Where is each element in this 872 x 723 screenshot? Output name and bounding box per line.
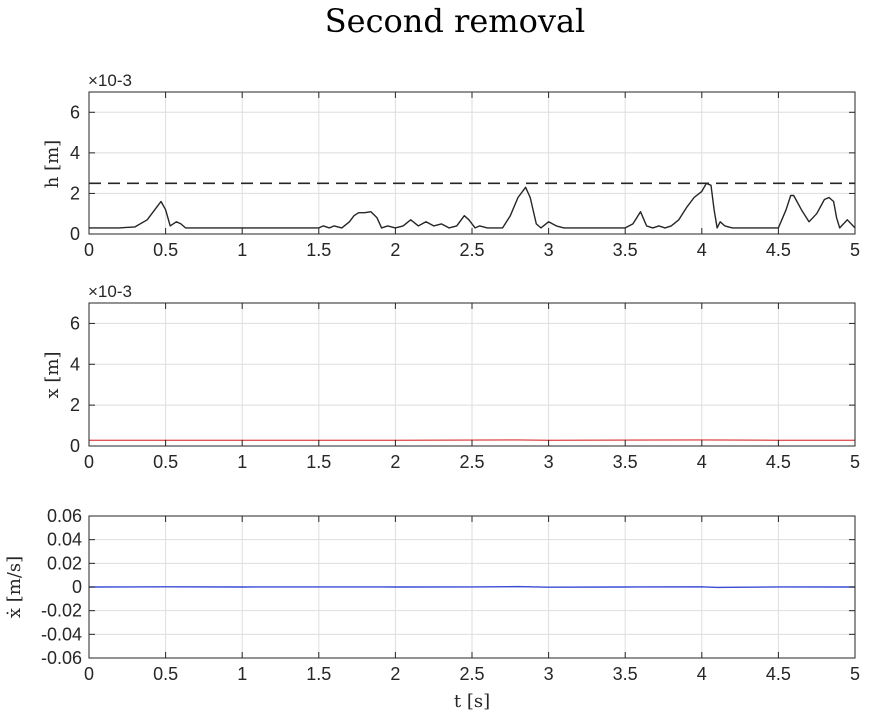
- h-x-tick-label: 2: [390, 240, 400, 260]
- xdot-x-tick-label: 2: [390, 664, 400, 684]
- x-y-tick-label: 4: [70, 354, 80, 374]
- x-x-tick-label: 3: [544, 452, 554, 472]
- xdot-x-tick-label: 4: [697, 664, 707, 684]
- x-y-axis-label: x [m]: [42, 352, 63, 399]
- h-x-tick-label: 3.5: [613, 240, 638, 260]
- h-subplot: ×10-3 h [m] 0 0.5 1 1.5 2 2.5 3 3.5 4 4.5 5 0 2 4 6: [42, 71, 860, 260]
- xdot-y-tick-label: -0.02: [41, 601, 82, 621]
- xdot-x-tick-label: 3.5: [613, 664, 638, 684]
- x-x-tick-label: 4: [697, 452, 707, 472]
- x-y-tick-label: 2: [70, 395, 80, 415]
- h-x-tick-label: 0: [84, 240, 94, 260]
- xdot-x-tick-label: 3: [544, 664, 554, 684]
- xdot-x-tick-label: 1.5: [306, 664, 331, 684]
- h-x-tick-label: 1.5: [306, 240, 331, 260]
- h-x-tick-label: 3: [544, 240, 554, 260]
- x-x-tick-label: 2: [390, 452, 400, 472]
- xdot-x-tick-label: 5: [850, 664, 860, 684]
- h-series-line: [89, 182, 856, 229]
- xdot-y-axis-label: ẋ [m/s]: [4, 556, 25, 618]
- x-subplot: ×10-3 x [m] 0 0.5 1 1.5 2 2.5 3 3.5 4 4.5 5 0 2 4 6: [42, 282, 860, 472]
- h-x-tick-label: 0.5: [153, 240, 178, 260]
- x-x-tick-label: 3.5: [613, 452, 638, 472]
- h-x-tick-label: 1: [237, 240, 247, 260]
- x-x-tick-label: 0.5: [153, 452, 178, 472]
- time-x-axis-label: t [s]: [454, 691, 490, 712]
- xdot-y-tick-label: 0.04: [47, 530, 82, 550]
- h-y-tick-label: 2: [70, 183, 80, 203]
- xdot-x-tick-label: 4.5: [766, 664, 791, 684]
- h-exponent-label: ×10-3: [88, 71, 132, 90]
- xdot-series-line: [88, 585, 856, 589]
- x-x-tick-label: 1.5: [306, 452, 331, 472]
- h-y-tick-label: 6: [70, 102, 80, 122]
- xdot-x-tick-label: 0: [84, 664, 94, 684]
- x-x-tick-label: 0: [84, 452, 94, 472]
- x-x-tick-label: 4.5: [766, 452, 791, 472]
- h-y-axis-label: h [m]: [42, 140, 63, 188]
- xdot-y-tick-label: 0: [72, 577, 82, 597]
- x-y-tick-label: 0: [70, 436, 80, 456]
- xdot-y-tick-label: 0.02: [47, 553, 82, 573]
- h-y-tick-label: 0: [70, 224, 80, 244]
- x-x-tick-label: 1: [237, 452, 247, 472]
- xdot-subplot: ẋ [m/s] t [s] 0 0.5 1 1.5 2 2.5 3 3.5 4 4.5 5 -0.06…: [4, 506, 860, 712]
- x-x-tick-label: 2.5: [459, 452, 484, 472]
- x-exponent-label: ×10-3: [88, 282, 132, 301]
- x-x-tick-label: 5: [850, 452, 860, 472]
- h-x-tick-label: 4: [697, 240, 707, 260]
- xdot-y-tick-label: -0.06: [41, 648, 82, 668]
- xdot-x-tick-label: 0.5: [153, 664, 178, 684]
- xdot-x-tick-label: 1: [237, 664, 247, 684]
- xdot-y-tick-label: -0.04: [41, 624, 82, 644]
- h-y-tick-label: 4: [70, 143, 80, 163]
- h-x-tick-label: 2.5: [459, 240, 484, 260]
- figure-title: Second removal: [325, 2, 586, 40]
- x-y-tick-label: 6: [70, 313, 80, 333]
- h-x-tick-label: 4.5: [766, 240, 791, 260]
- xdot-x-tick-label: 2.5: [459, 664, 484, 684]
- xdot-y-tick-label: 0.06: [47, 506, 82, 526]
- h-x-tick-label: 5: [850, 240, 860, 260]
